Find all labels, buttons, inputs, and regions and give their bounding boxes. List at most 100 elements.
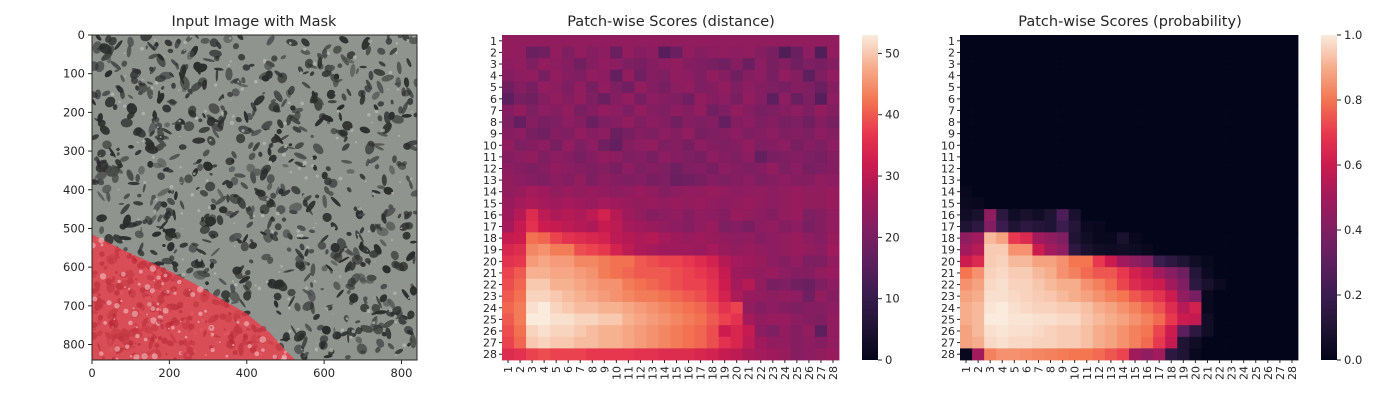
image-spot (123, 247, 128, 252)
heatmap-cell (1177, 93, 1190, 106)
heatmap-cell (1020, 185, 1033, 198)
image-spot (144, 137, 155, 149)
heatmap-cell (574, 220, 587, 233)
heatmap-cell (1213, 313, 1226, 326)
heatmap-cell (754, 336, 768, 349)
heatmap-cell (622, 348, 635, 361)
heatmap-cell (1225, 220, 1239, 233)
heatmap-cell (1141, 267, 1154, 280)
heatmap-cell (658, 325, 671, 338)
image-spot (152, 162, 162, 169)
heatmap-cell (526, 209, 539, 222)
heatmap-cell (1068, 35, 1082, 48)
heatmap-cell (1104, 35, 1118, 48)
image-spot (218, 206, 228, 214)
mask-speck (103, 321, 107, 325)
image-spot (96, 45, 107, 50)
heatmap-cell (1177, 301, 1190, 314)
heatmap-cell (1165, 255, 1178, 268)
mask-speck (92, 321, 98, 329)
heatmap-cell (622, 197, 635, 210)
heatmap-cell (646, 232, 659, 245)
heatmap-cell (984, 348, 997, 361)
heatmap-cell (1225, 162, 1239, 175)
image-spot (138, 165, 145, 175)
mask-speck (228, 312, 232, 316)
image-speckle (287, 101, 291, 105)
heatmap-cell (1056, 255, 1070, 268)
heatmap-cell (550, 104, 563, 117)
heatmap-cell (502, 301, 515, 314)
heatmap-cell (1129, 232, 1142, 245)
heatmap-cell (610, 243, 623, 256)
image-spot (340, 129, 348, 137)
heatmap-cell (1153, 104, 1166, 117)
heatmap-cell (1177, 209, 1190, 222)
image-spot (367, 140, 375, 147)
heatmap-cell (730, 46, 744, 59)
colorbar-tick-label: 0.0 (1344, 353, 1362, 367)
heatmap-cell (1213, 116, 1226, 129)
heatmap-cell (790, 116, 804, 129)
heatmap-cell (706, 232, 720, 245)
heatmap-cell (502, 255, 515, 268)
col-tick-label: 6 (562, 366, 575, 373)
heatmap-cell (1116, 116, 1130, 129)
colorbar-tick-label: 20 (885, 230, 900, 244)
image-spot (377, 47, 386, 55)
heatmap-cell (1104, 69, 1118, 82)
heatmap-cell (658, 151, 671, 164)
mask-speck (154, 343, 160, 349)
heatmap-cell (682, 313, 695, 326)
heatmap-cell (960, 81, 973, 94)
heatmap-cell (1044, 301, 1057, 314)
heatmap-cell (730, 243, 744, 256)
image-spot (222, 94, 225, 99)
mask-speck (177, 301, 184, 309)
image-spot (270, 99, 276, 103)
heatmap-cell (634, 93, 647, 106)
heatmap-cell (670, 69, 683, 82)
image-spot (365, 279, 374, 284)
row-tick-label: 18 (941, 232, 955, 245)
image-speckle (183, 49, 186, 52)
heatmap-cell (1189, 348, 1202, 361)
image-speckle (298, 166, 301, 170)
heatmap-cell (622, 104, 635, 117)
heatmap-cell (634, 255, 647, 268)
image-spot (99, 226, 105, 234)
heatmap-cell (814, 255, 828, 268)
image-spot (346, 88, 352, 97)
heatmap-cell (1213, 290, 1226, 303)
heatmap-cell (1080, 139, 1094, 152)
heatmap-cell (706, 174, 720, 187)
col-tick-label: 26 (803, 366, 816, 380)
heatmap-cell (1129, 162, 1142, 175)
heatmap-cell (562, 232, 575, 245)
heatmap-cell (1225, 69, 1239, 82)
heatmap-cell (1213, 139, 1226, 152)
heatmap-cell (1189, 139, 1202, 152)
heatmap-cell (1165, 232, 1178, 245)
mask-speck (210, 332, 215, 337)
x-tick-label: 600 (313, 366, 335, 380)
heatmap-cell (1129, 151, 1142, 164)
image-spot (215, 68, 219, 82)
heatmap-cell (1044, 255, 1057, 268)
heatmap-cell (1129, 336, 1142, 349)
heatmap-cell (1116, 81, 1130, 94)
row-tick-label: 7 (948, 104, 955, 117)
heatmap-cell (1201, 255, 1214, 268)
col-tick-label: 18 (1165, 366, 1178, 380)
heatmap-cell (670, 104, 683, 117)
heatmap-cell (778, 278, 792, 291)
image-spot (169, 98, 176, 106)
heatmap-cell (562, 336, 575, 349)
mask-speck (135, 278, 138, 281)
image-speckle (179, 135, 181, 138)
col-tick-label: 7 (1032, 366, 1045, 373)
heatmap-cell (610, 220, 623, 233)
heatmap-cell (706, 267, 720, 280)
image-speckle (326, 51, 330, 55)
